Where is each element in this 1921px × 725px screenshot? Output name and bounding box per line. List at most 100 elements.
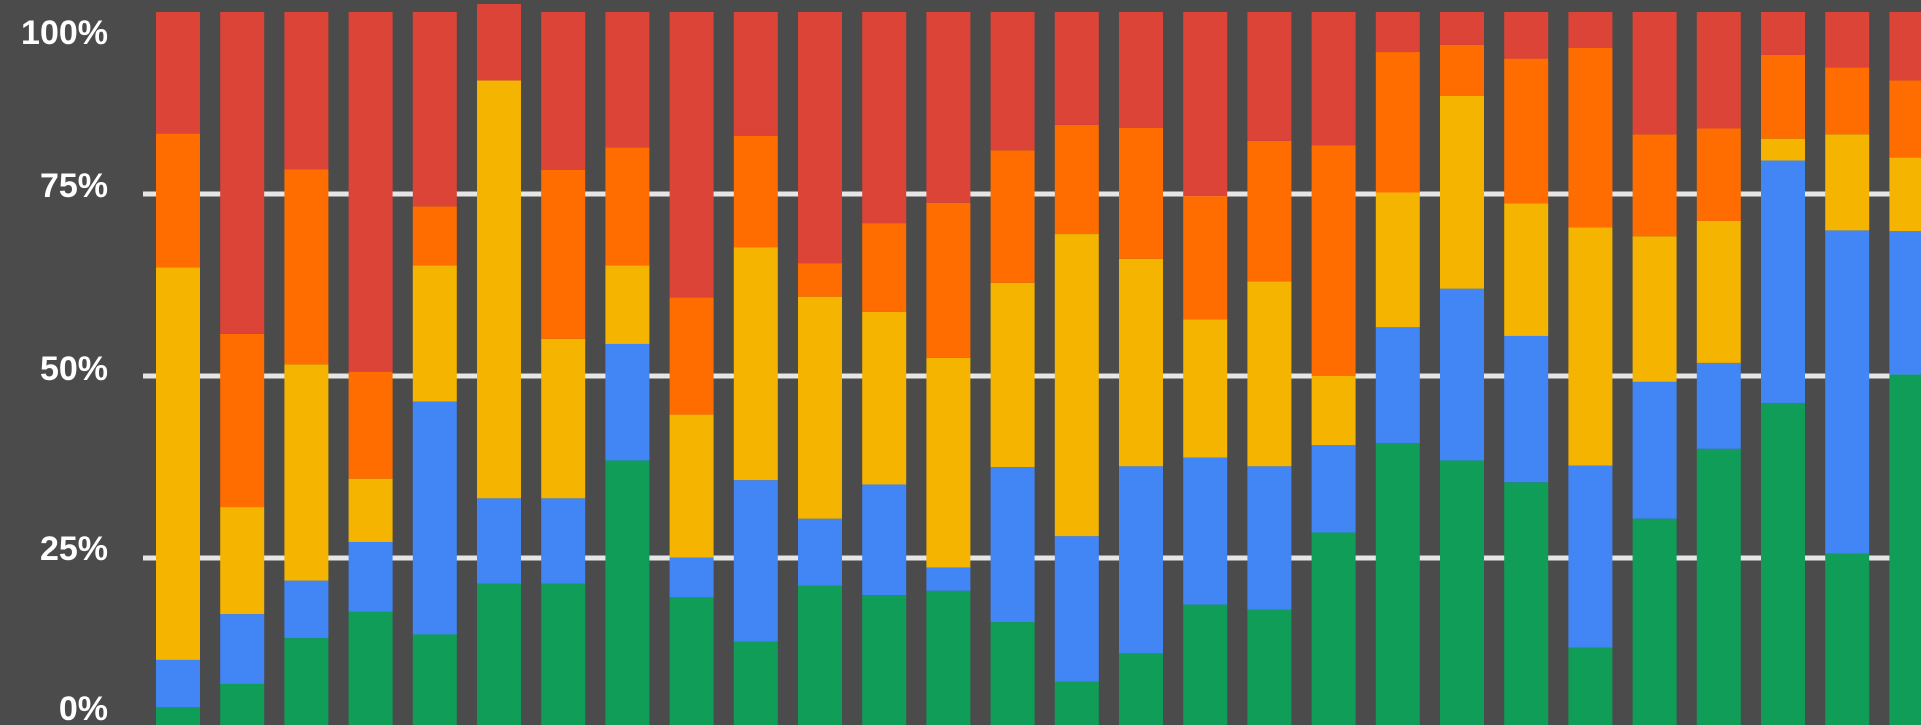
bar-7 [541,12,586,725]
bar-3-segment-3 [284,364,329,581]
y-tick-label-75: 75% [40,167,108,205]
bar-3 [284,12,329,725]
bar-2 [220,12,265,725]
bar-1-segment-5 [156,12,200,134]
bar-10-segment-4 [733,135,778,248]
bar-26-segment-1 [1761,402,1805,725]
bar-14-segment-3 [990,282,1035,467]
bar-15-segment-1 [1054,681,1099,725]
bar-26-segment-3 [1761,138,1805,161]
y-tick-label-0: 0% [59,690,108,725]
bar-5-segment-5 [412,12,457,207]
bar-23-segment-2 [1568,465,1613,648]
bar-14 [990,12,1035,725]
bar-19-segment-4 [1311,145,1356,376]
bar-18 [1247,12,1292,725]
bar-12-segment-5 [862,12,907,224]
bar-11-segment-5 [798,12,842,264]
bar-1-segment-1 [156,707,200,725]
bar-3-segment-2 [284,580,329,639]
bar-8-segment-2 [605,343,650,461]
bar-5-segment-4 [412,206,457,266]
bar-23-segment-3 [1568,227,1613,466]
bar-10-segment-1 [733,641,778,725]
bar-20 [1375,12,1420,725]
bar-19 [1311,12,1356,725]
bar-21-segment-5 [1440,12,1484,45]
bar-23 [1568,12,1613,725]
bar-4-segment-3 [348,478,393,542]
bar-2-segment-5 [220,12,265,334]
bar-22-segment-2 [1504,335,1549,483]
bar-27-segment-3 [1825,134,1870,231]
bar-13-segment-1 [926,590,971,725]
bar-3-segment-1 [284,638,329,725]
bar-15-segment-3 [1054,234,1099,537]
bar-13-segment-3 [926,357,971,568]
bar-24 [1632,12,1677,725]
bar-11-segment-3 [798,296,842,519]
bar-9-segment-2 [669,557,714,598]
bar-22-segment-4 [1504,58,1549,204]
bar-21-segment-1 [1440,460,1484,725]
bar-8-segment-1 [605,460,650,725]
bar-27-segment-4 [1825,67,1870,135]
bar-6-segment-3 [477,80,521,499]
bar-26 [1761,12,1805,725]
bar-12-segment-4 [862,223,907,312]
bar-21-segment-2 [1440,288,1484,461]
bar-18-segment-1 [1247,609,1292,725]
bar-12-segment-1 [862,595,907,725]
bar-23-segment-1 [1568,647,1613,725]
bar-12 [862,12,907,725]
bar-4-segment-2 [348,541,393,612]
bar-7-segment-4 [541,169,586,339]
bar-24-segment-2 [1632,381,1677,519]
y-axis-ticks: 0% 25% 50% 75% 100% [21,14,108,725]
bar-15-segment-4 [1054,124,1099,235]
bar-3-segment-5 [284,12,329,170]
bar-10-segment-3 [733,247,778,481]
bar-20-segment-5 [1375,12,1420,53]
bar-8 [605,12,650,725]
bar-1-segment-4 [156,133,200,268]
bar-16-segment-4 [1119,127,1163,259]
bar-6 [477,3,521,725]
bar-27-segment-2 [1825,230,1870,554]
bar-4-segment-5 [348,12,393,372]
bar-13-segment-5 [926,12,971,203]
bar-27 [1825,12,1870,725]
bar-21 [1440,12,1484,725]
bar-9-segment-5 [669,12,714,298]
bar-2-segment-2 [220,614,265,684]
bar-22 [1504,12,1549,725]
bar-9-segment-4 [669,297,714,415]
bar-24-segment-1 [1632,518,1677,725]
bar-26-segment-4 [1761,54,1805,139]
bar-16 [1119,12,1163,725]
bar-14-segment-2 [990,467,1035,623]
bar-28-segment-2 [1889,231,1921,375]
bar-7-segment-2 [541,498,586,584]
bar-7-segment-3 [541,338,586,499]
bar-10 [733,12,778,725]
bar-2-segment-4 [220,333,265,508]
bar-9 [669,12,714,725]
bar-1 [156,12,200,725]
bar-6-segment-2 [477,498,521,584]
bar-13-segment-4 [926,202,971,358]
bar-25 [1696,12,1741,725]
bar-17-segment-3 [1183,319,1228,458]
bar-25-segment-3 [1696,220,1741,363]
bar-24-segment-5 [1632,12,1677,135]
bar-22-segment-3 [1504,203,1549,336]
bar-27-segment-1 [1825,553,1870,725]
bar-12-segment-3 [862,311,907,485]
bar-11-segment-2 [798,518,842,586]
bar-19-segment-1 [1311,532,1356,725]
bar-5-segment-1 [412,634,457,725]
bar-17-segment-5 [1183,12,1228,197]
bar-4-segment-1 [348,611,393,725]
